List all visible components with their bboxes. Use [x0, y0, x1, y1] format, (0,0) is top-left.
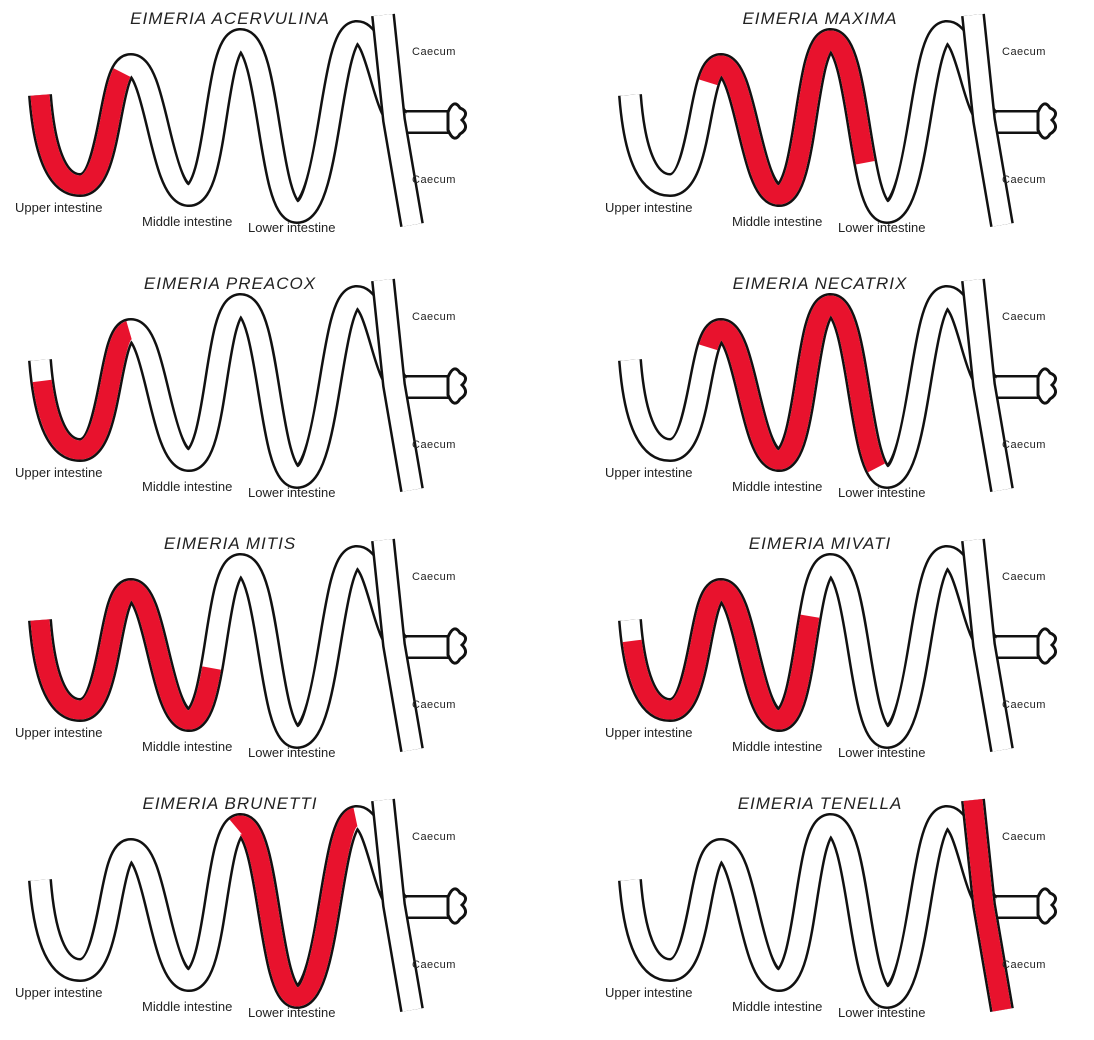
- panel: EIMERIA ACERVULINA Upper intestine Middle …: [15, 9, 466, 235]
- label-upper: Upper intestine: [605, 465, 692, 480]
- caecum-knob: [1038, 629, 1056, 663]
- label-lower: Lower intestine: [248, 745, 335, 760]
- label-caecum-top: Caecum: [412, 831, 456, 843]
- caecum-knob: [1038, 369, 1056, 403]
- panel: EIMERIA PREACOX Upper intestine Middle int…: [15, 274, 466, 500]
- caecum-knob: [448, 104, 466, 138]
- label-caecum-top: Caecum: [1002, 311, 1046, 323]
- label-middle: Middle intestine: [142, 479, 232, 494]
- label-caecum-bottom: Caecum: [412, 699, 456, 711]
- label-upper: Upper intestine: [605, 725, 692, 740]
- panel-title: EIMERIA NECATRIX: [733, 274, 908, 293]
- label-upper: Upper intestine: [15, 985, 102, 1000]
- label-caecum-bottom: Caecum: [1002, 699, 1046, 711]
- label-upper: Upper intestine: [605, 200, 692, 215]
- label-caecum-bottom: Caecum: [1002, 439, 1046, 451]
- label-upper: Upper intestine: [605, 985, 692, 1000]
- panel: EIMERIA BRUNETTI Upper intestine Middle in…: [15, 794, 466, 1020]
- panel-title: EIMERIA MITIS: [164, 534, 296, 553]
- label-caecum-top: Caecum: [1002, 571, 1046, 583]
- label-caecum-top: Caecum: [412, 571, 456, 583]
- caecum-knob: [1038, 104, 1056, 138]
- label-middle: Middle intestine: [732, 214, 822, 229]
- label-lower: Lower intestine: [248, 1005, 335, 1020]
- panel: EIMERIA MITIS Upper intestine Middle intes…: [15, 534, 466, 760]
- label-caecum-top: Caecum: [412, 46, 456, 58]
- label-caecum-bottom: Caecum: [412, 439, 456, 451]
- caecum-knob: [1038, 889, 1056, 923]
- panel: EIMERIA MIVATI Upper intestine Middle inte…: [605, 534, 1056, 760]
- label-upper: Upper intestine: [15, 200, 102, 215]
- page: {"panels": [ {"title": "EIMERIA ACERVULI…: [0, 0, 1094, 1040]
- label-caecum-top: Caecum: [1002, 46, 1046, 58]
- label-middle: Middle intestine: [142, 739, 232, 754]
- label-caecum-top: Caecum: [412, 311, 456, 323]
- label-middle: Middle intestine: [732, 999, 822, 1014]
- panel: EIMERIA NECATRIX Upper intestine Middle in…: [605, 274, 1056, 500]
- caecum-knob: [448, 369, 466, 403]
- label-lower: Lower intestine: [838, 485, 925, 500]
- tube-inner: [630, 817, 992, 997]
- panel-title: EIMERIA BRUNETTI: [143, 794, 318, 813]
- label-middle: Middle intestine: [142, 214, 232, 229]
- panel: EIMERIA TENELLA Upper intestine Middle int…: [605, 794, 1056, 1020]
- label-middle: Middle intestine: [142, 999, 232, 1014]
- label-lower: Lower intestine: [248, 485, 335, 500]
- panel-title: EIMERIA MIVATI: [749, 534, 891, 553]
- label-lower: Lower intestine: [838, 220, 925, 235]
- panel-title: EIMERIA ACERVULINA: [130, 9, 330, 28]
- label-upper: Upper intestine: [15, 465, 102, 480]
- panel-title: EIMERIA PREACOX: [144, 274, 316, 293]
- label-upper: Upper intestine: [15, 725, 102, 740]
- panel: EIMERIA MAXIMA Upper intestine Middle inte…: [605, 9, 1056, 235]
- label-middle: Middle intestine: [732, 739, 822, 754]
- label-caecum-top: Caecum: [1002, 831, 1046, 843]
- label-caecum-bottom: Caecum: [1002, 174, 1046, 186]
- caecum-knob: [448, 629, 466, 663]
- label-caecum-bottom: Caecum: [412, 174, 456, 186]
- label-middle: Middle intestine: [732, 479, 822, 494]
- label-lower: Lower intestine: [248, 220, 335, 235]
- label-lower: Lower intestine: [838, 745, 925, 760]
- diagram: EIMERIA ACERVULINA Upper intestine Middle …: [0, 0, 1094, 1040]
- label-lower: Lower intestine: [838, 1005, 925, 1020]
- panel-title: EIMERIA TENELLA: [738, 794, 903, 813]
- caecum-knob: [448, 889, 466, 923]
- label-caecum-bottom: Caecum: [412, 959, 456, 971]
- label-caecum-bottom: Caecum: [1002, 959, 1046, 971]
- panel-title: EIMERIA MAXIMA: [742, 9, 897, 28]
